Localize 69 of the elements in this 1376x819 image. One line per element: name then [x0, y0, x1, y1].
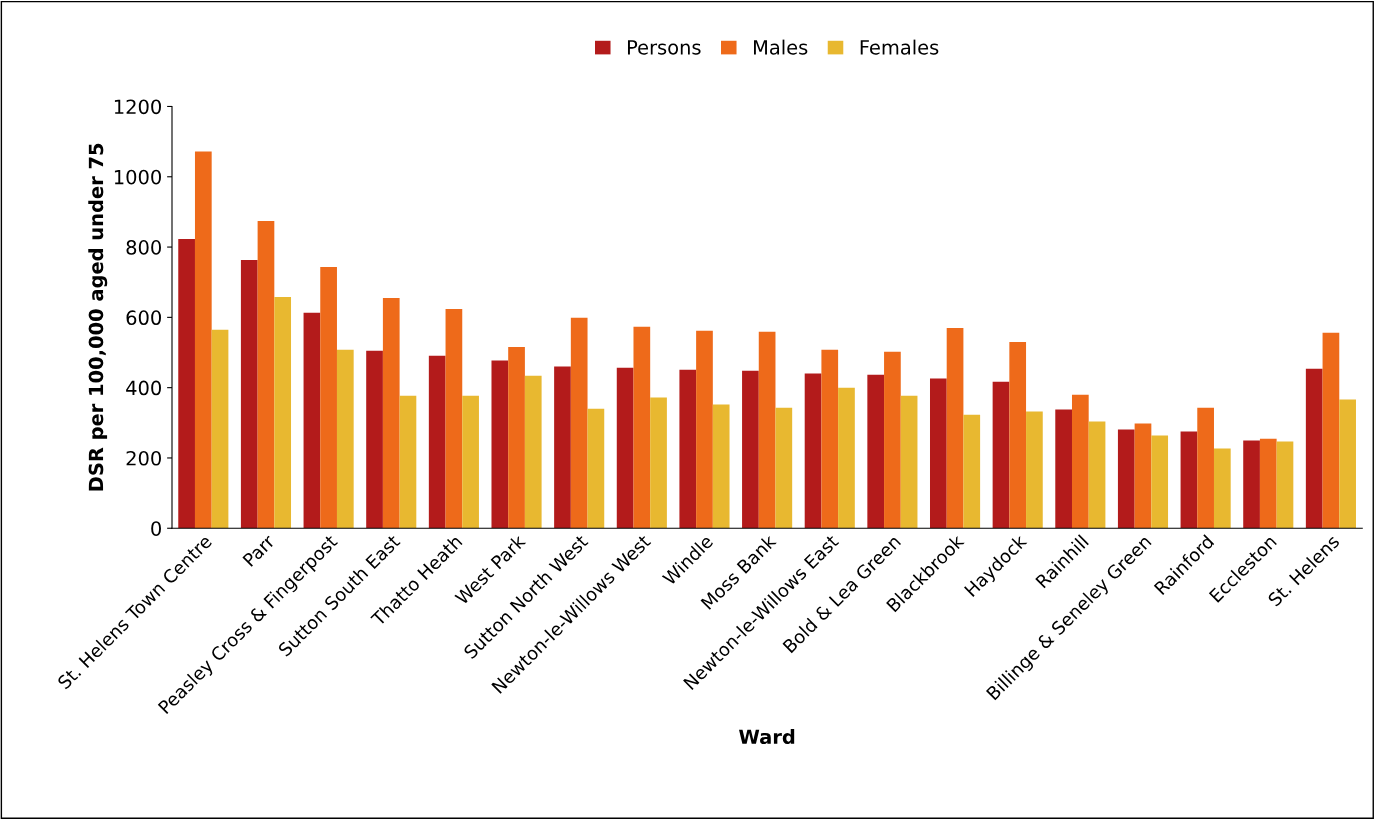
bar — [570, 317, 588, 529]
bar — [194, 151, 212, 529]
bar — [712, 404, 730, 529]
bar — [1259, 438, 1277, 529]
legend-label: Males — [754, 39, 808, 55]
bar — [1322, 332, 1340, 529]
bar — [320, 267, 337, 529]
bar — [1134, 423, 1152, 529]
legend-label: Females — [860, 39, 939, 55]
bar — [650, 397, 667, 529]
bar — [336, 349, 354, 529]
bar — [1151, 435, 1169, 529]
bar — [382, 298, 400, 529]
y-tick-label: 600 — [126, 310, 161, 326]
bar — [491, 360, 509, 529]
bar — [445, 308, 463, 529]
y-tick-label: 400 — [126, 380, 161, 396]
bar — [696, 330, 713, 529]
bar — [508, 346, 525, 529]
legend-label: Persons — [627, 40, 701, 55]
bar — [1197, 407, 1214, 529]
y-axis-title: DSR per 100,000 aged under 75 — [88, 143, 108, 491]
bar — [257, 221, 275, 529]
bar — [1026, 411, 1043, 529]
bar — [838, 387, 855, 529]
y-tick-label: 200 — [126, 450, 161, 466]
bar — [1339, 399, 1356, 529]
bar — [240, 260, 258, 529]
bar — [1055, 409, 1072, 529]
bar — [524, 375, 542, 529]
bar — [428, 355, 446, 529]
bar — [633, 326, 651, 529]
bar — [211, 329, 229, 529]
bar — [963, 414, 981, 529]
bar — [1009, 341, 1027, 529]
bar — [1117, 429, 1135, 529]
bar — [1071, 394, 1089, 529]
bar — [1305, 368, 1323, 529]
bar — [1180, 431, 1198, 529]
bar — [366, 350, 383, 529]
bar — [775, 407, 793, 529]
bar — [758, 331, 776, 529]
bar — [992, 381, 1010, 529]
bar — [1276, 441, 1294, 529]
bar — [1243, 440, 1260, 529]
bar — [554, 366, 571, 529]
x-axis-title: Ward — [739, 729, 795, 745]
bar — [929, 378, 947, 529]
bar — [303, 312, 321, 529]
bar — [867, 374, 885, 529]
bar — [679, 369, 697, 529]
bar — [804, 373, 822, 529]
bar — [946, 327, 964, 529]
bar — [587, 408, 605, 529]
bar — [399, 395, 417, 529]
bar — [178, 238, 195, 529]
y-tick-label: 1200 — [114, 99, 161, 115]
bar — [884, 351, 901, 529]
bar — [742, 370, 759, 529]
bar — [1213, 448, 1231, 529]
bar — [462, 395, 479, 529]
bar — [900, 395, 918, 529]
bar — [616, 367, 634, 529]
bar — [821, 349, 839, 529]
bar — [1088, 421, 1106, 529]
y-tick-label: 0 — [151, 521, 161, 536]
bar — [274, 296, 292, 529]
y-tick-label: 800 — [126, 240, 161, 255]
y-tick-label: 1000 — [114, 169, 161, 185]
